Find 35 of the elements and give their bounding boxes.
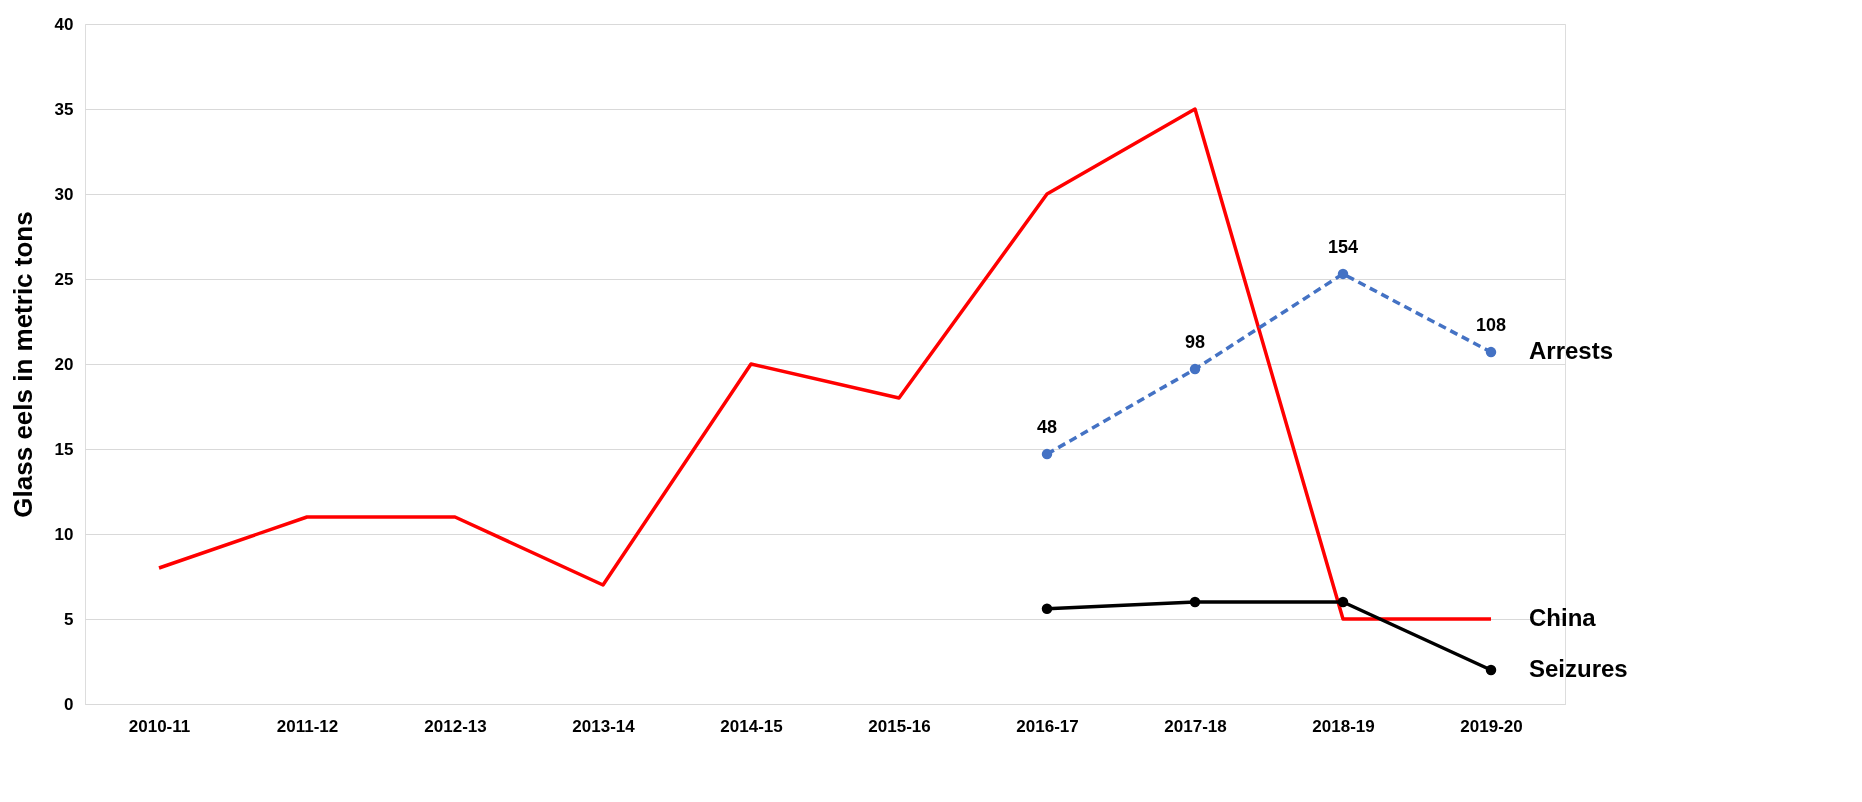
y-tick-label: 15 (54, 439, 74, 459)
y-axis-title: Glass eels in metric tons (7, 211, 38, 518)
y-tick-label: 10 (54, 524, 74, 544)
y-tick-label: 25 (54, 269, 74, 289)
data-label: 108 (1475, 315, 1507, 336)
x-tick-label: 2016-17 (1016, 716, 1079, 736)
y-tick-label: 40 (54, 14, 74, 34)
x-tick-label: 2012-13 (424, 716, 487, 736)
data-label: 98 (1184, 332, 1206, 353)
data-label: 48 (1036, 417, 1058, 438)
y-tick-label: 0 (64, 694, 74, 714)
x-tick-label: 2011-12 (276, 716, 339, 736)
data-label: 154 (1327, 236, 1359, 257)
point (1485, 664, 1497, 676)
x-tick-label: 2010-11 (128, 716, 191, 736)
x-tick-label: 2015-16 (868, 716, 931, 736)
point (1337, 268, 1349, 280)
point (1041, 603, 1053, 615)
y-tick-label: 5 (64, 609, 74, 629)
x-tick-label: 2019-20 (1460, 716, 1523, 736)
point (1041, 448, 1053, 460)
x-tick-label: 2014-15 (720, 716, 783, 736)
point (1485, 346, 1497, 358)
point (1337, 596, 1349, 608)
x-tick-label: 2018-19 (1312, 716, 1375, 736)
series-label: Arrests (1529, 337, 1614, 365)
y-tick-label: 30 (54, 184, 74, 204)
series-label: Seizures (1529, 655, 1628, 682)
point (1189, 363, 1201, 375)
series-label: China (1529, 604, 1597, 631)
x-tick-label: 2013-14 (572, 716, 636, 736)
y-tick-label: 35 (54, 99, 74, 119)
y-tick-label: 20 (54, 354, 74, 374)
point (1189, 596, 1201, 608)
x-tick-label: 2017-18 (1164, 716, 1227, 736)
